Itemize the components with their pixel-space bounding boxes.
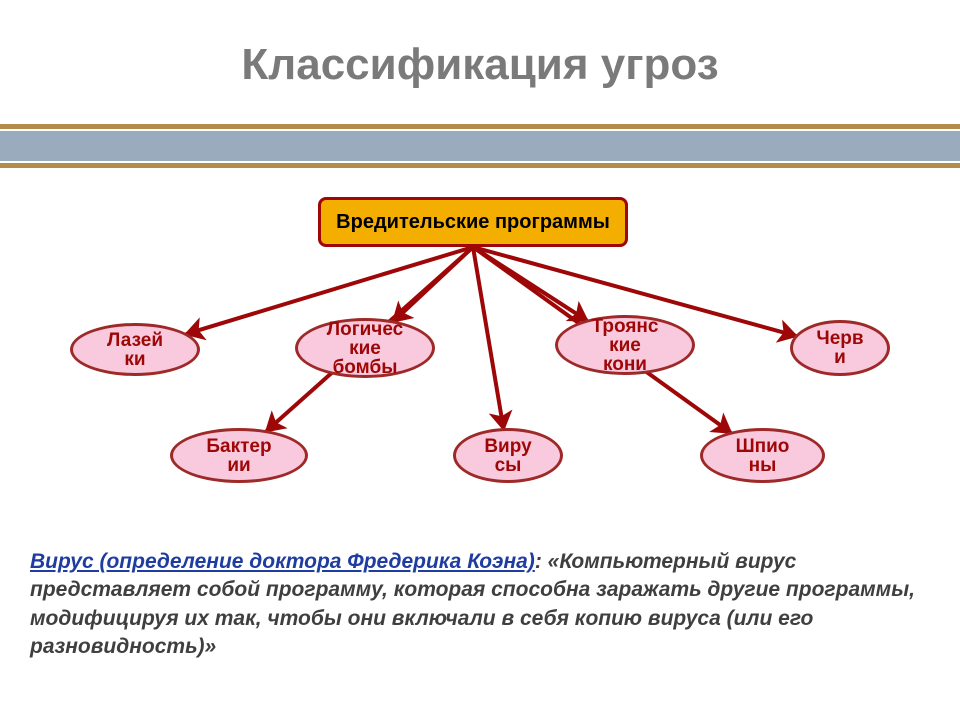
diagram-child-node: Троянс кие кони — [555, 315, 695, 375]
slide-title: Классификация угроз — [0, 40, 960, 90]
header-stripe-bottom — [0, 163, 960, 168]
diagram-child-label: Шпио ны — [736, 437, 790, 475]
definition-lead: Вирус (определение доктора Фредерика Коэ… — [30, 550, 535, 573]
definition-paragraph: Вирус (определение доктора Фредерика Коэ… — [30, 548, 930, 661]
header-stripe-top — [0, 124, 960, 129]
diagram-child-node: Виру сы — [453, 428, 563, 483]
diagram-child-label: Бактер ии — [206, 437, 271, 475]
slide: 50 Классификация угроз Вредительские про… — [0, 0, 960, 720]
header-stripe-main — [0, 131, 960, 161]
diagram-root: Вредительские программы — [318, 197, 628, 247]
diagram-child-node: Бактер ии — [170, 428, 308, 483]
diagram-child-node: Черв и — [790, 320, 890, 376]
diagram-child-label: Лазей ки — [107, 331, 163, 369]
diagram-child-label: Черв и — [816, 329, 863, 367]
diagram-child-node: Логичес кие бомбы — [295, 318, 435, 378]
diagram-child-label: Виру сы — [484, 437, 531, 475]
diagram-child-label: Троянс кие кони — [592, 317, 659, 374]
diagram-child-label: Логичес кие бомбы — [327, 320, 403, 377]
diagram-root-label: Вредительские программы — [336, 212, 610, 233]
diagram-child-node: Шпио ны — [700, 428, 825, 483]
diagram-child-node: Лазей ки — [70, 323, 200, 376]
